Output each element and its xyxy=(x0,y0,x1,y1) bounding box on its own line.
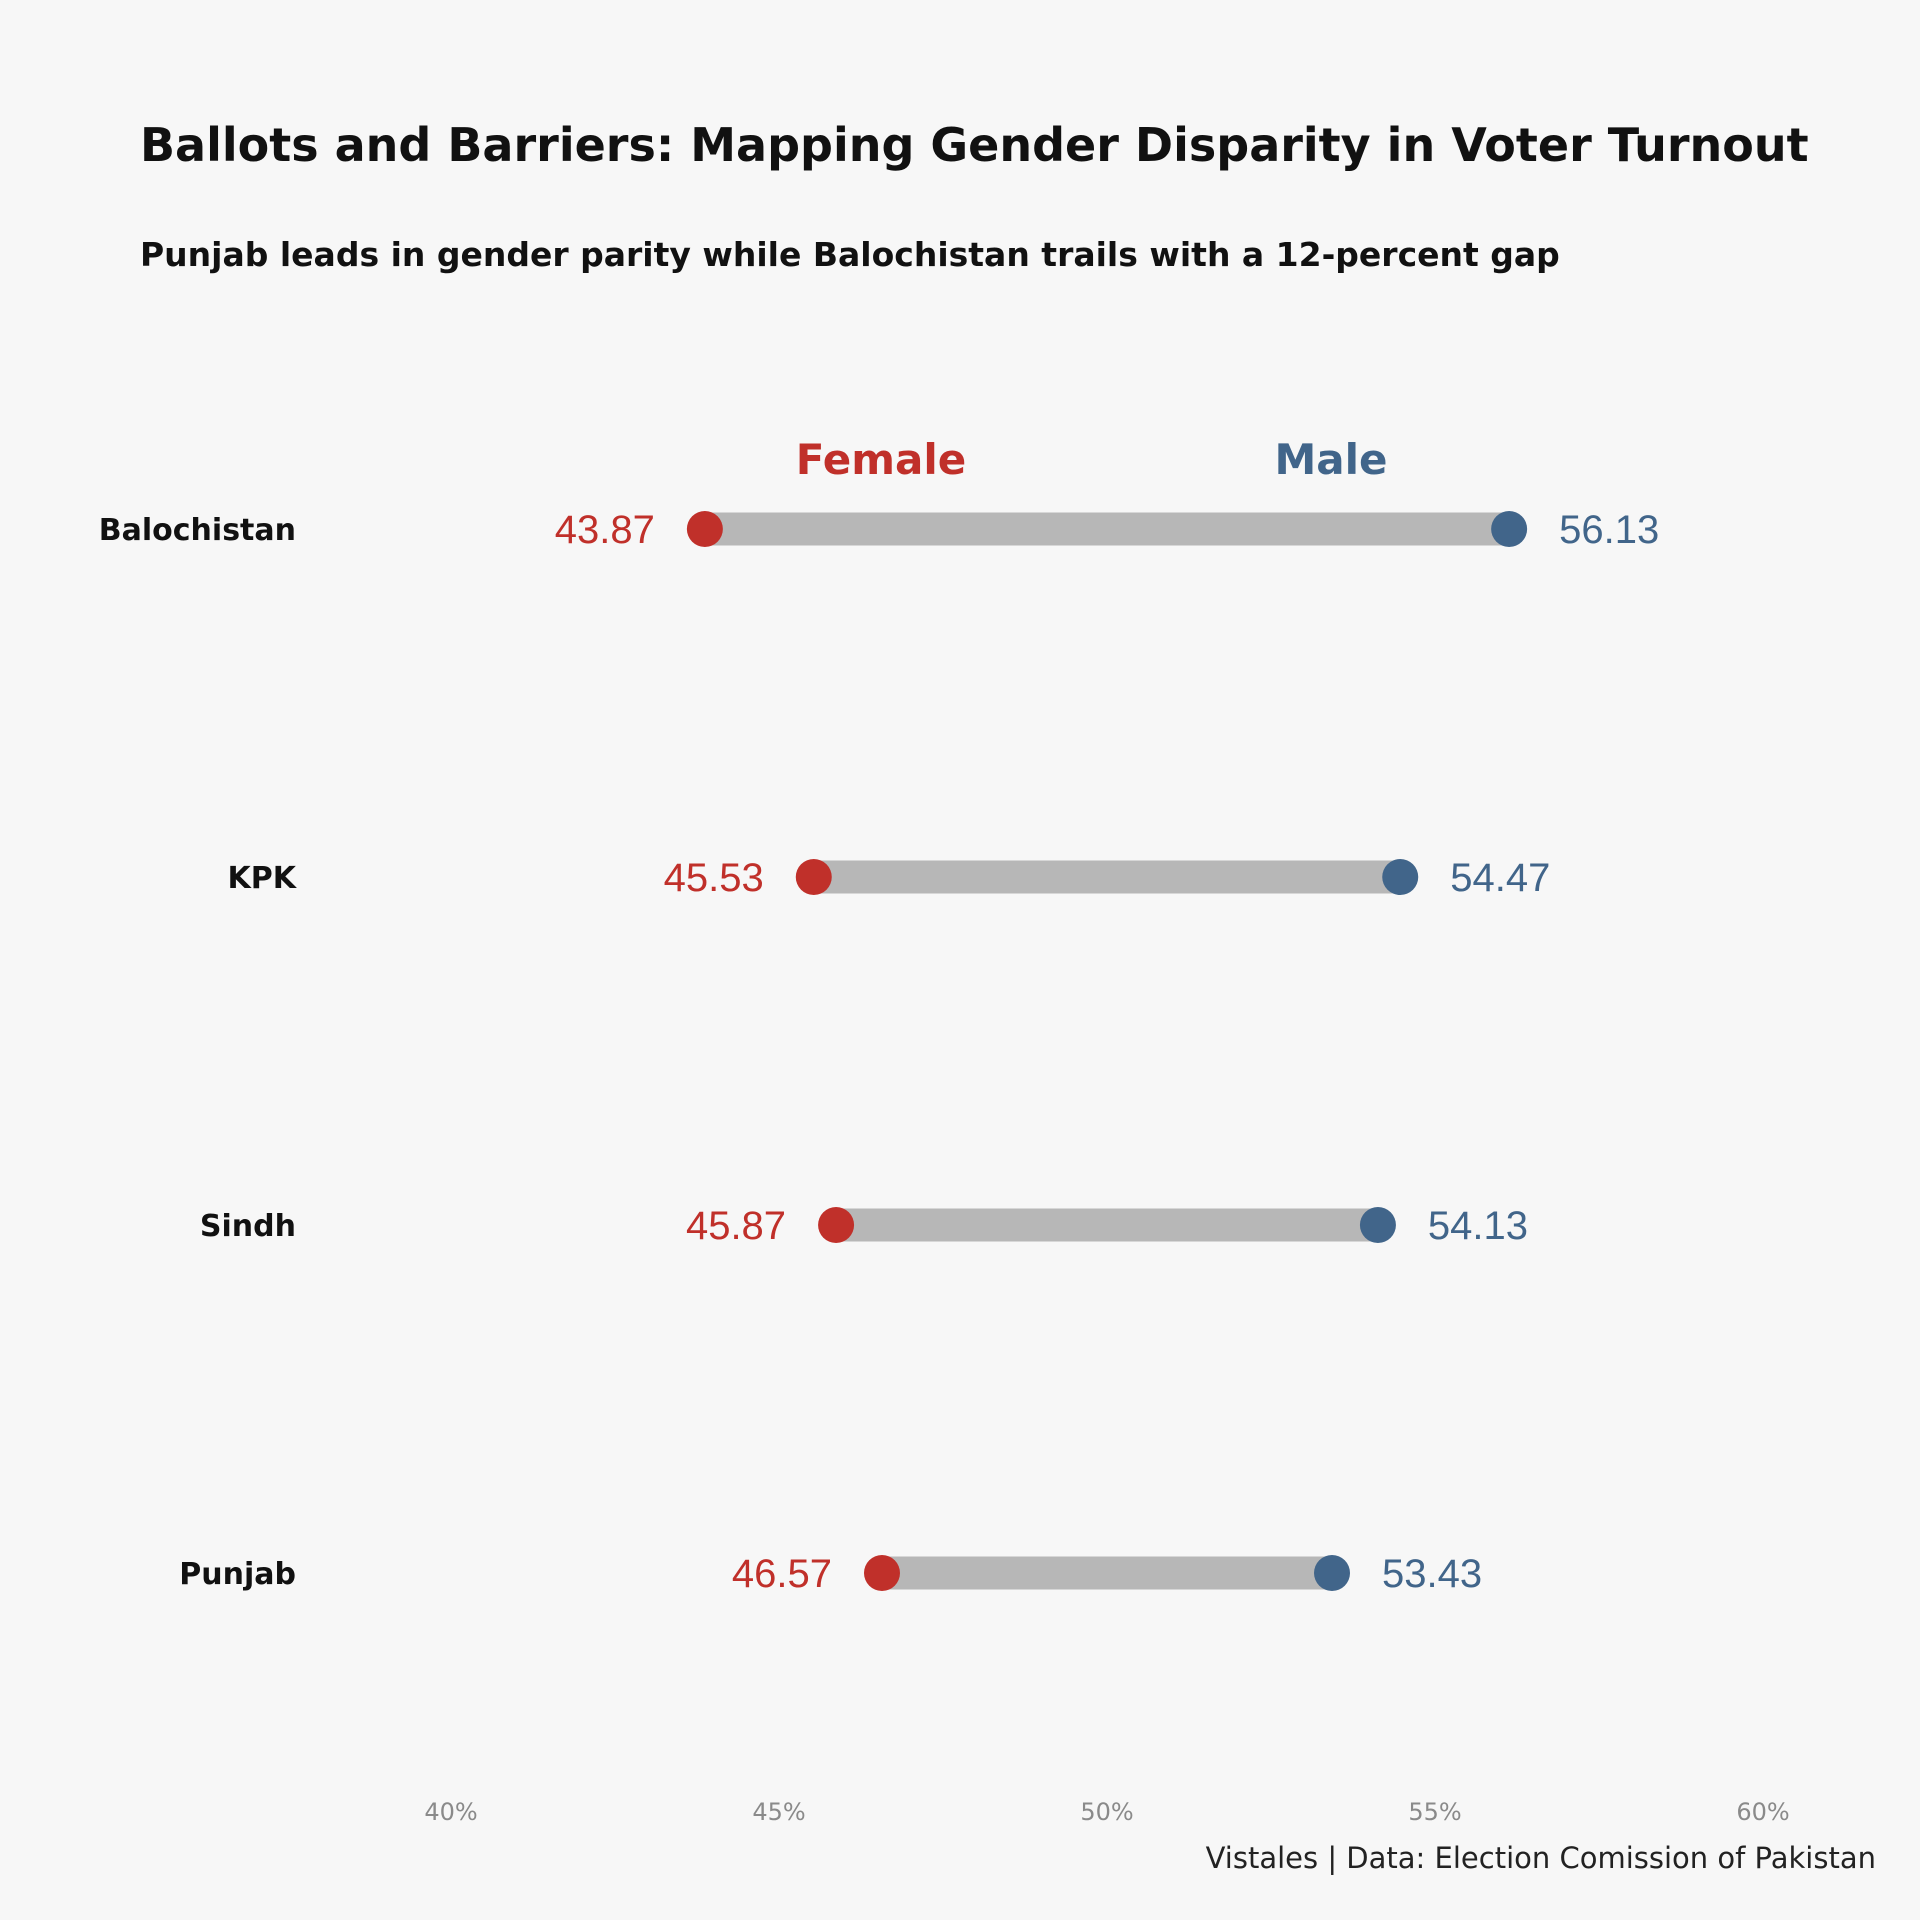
chart-row: Sindh 45.87 54.13 xyxy=(200,1204,1528,1248)
male-point xyxy=(1382,859,1419,895)
male-point xyxy=(1314,1555,1351,1591)
chart-row: Punjab 46.57 53.43 xyxy=(179,1552,1482,1596)
chart-rows: Balochistan 43.87 56.13 KPK 45.53 54.47 Sindh 4… xyxy=(99,508,1659,1596)
female-point xyxy=(686,511,723,547)
chart-row: Balochistan 43.87 56.13 xyxy=(99,508,1659,552)
chart-title: Ballots and Barriers: Mapping Gender Dis… xyxy=(140,118,1809,172)
female-point xyxy=(863,1555,900,1591)
female-value-label: 45.53 xyxy=(664,856,764,900)
male-value-label: 54.47 xyxy=(1450,856,1550,900)
legend-male: Male xyxy=(1274,435,1387,484)
chart-subtitle: Punjab leads in gender parity while Balo… xyxy=(140,235,1560,274)
category-label: KPK xyxy=(228,861,298,896)
x-tick-label: 55% xyxy=(1408,1798,1461,1826)
category-label: Balochistan xyxy=(99,513,296,548)
legend-female: Female xyxy=(796,435,966,484)
female-value-label: 45.87 xyxy=(686,1204,786,1248)
x-tick-label: 45% xyxy=(752,1798,805,1826)
category-label: Punjab xyxy=(179,1557,296,1592)
male-point xyxy=(1359,1207,1396,1243)
male-value-label: 54.13 xyxy=(1428,1204,1528,1248)
male-point xyxy=(1491,511,1528,547)
female-value-label: 43.87 xyxy=(555,508,655,552)
male-value-label: 56.13 xyxy=(1559,508,1659,552)
category-label: Sindh xyxy=(200,1209,296,1244)
x-tick-label: 40% xyxy=(424,1798,477,1826)
x-tick-label: 50% xyxy=(1080,1798,1133,1826)
x-tick-label: 60% xyxy=(1736,1798,1789,1826)
chart-row: KPK 45.53 54.47 xyxy=(228,856,1551,900)
chart-legend: Female Male xyxy=(796,435,1388,484)
female-value-label: 46.57 xyxy=(732,1552,832,1596)
x-axis: 40% 45% 50% 55% 60% xyxy=(424,1798,1789,1826)
female-point xyxy=(818,1207,855,1243)
male-value-label: 53.43 xyxy=(1382,1552,1482,1596)
source-caption: Vistales | Data: Election Comission of P… xyxy=(1205,1841,1876,1875)
female-point xyxy=(795,859,832,895)
